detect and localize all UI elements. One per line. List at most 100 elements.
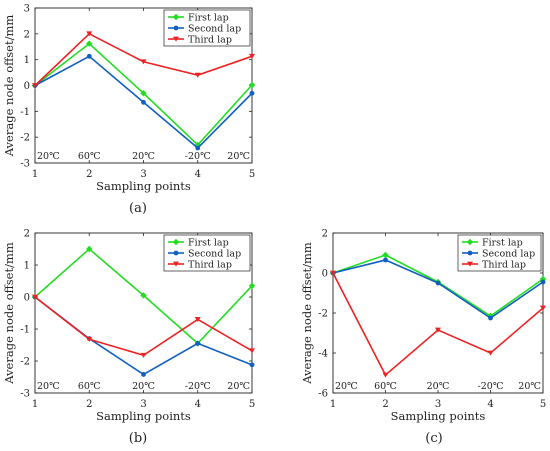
legend-label: Third lap [188,34,232,45]
data-point [32,294,38,300]
temperature-label: 20℃ [132,381,155,392]
data-point [32,83,38,89]
data-point [487,350,494,356]
x-tick-label: 1 [330,399,336,410]
legend-marker [467,250,473,256]
temperature-label: 60℃ [78,151,101,162]
x-tick-label: 4 [195,399,201,410]
data-point [540,279,546,285]
x-tick-label: 2 [382,399,388,410]
legend-marker [467,261,473,267]
data-point [140,59,147,65]
legend-label: Second lap [482,248,535,259]
temperature-label: 20℃ [227,381,250,392]
temperature-label: 20℃ [37,381,60,392]
data-point [86,53,92,59]
data-point [249,362,255,368]
data-point [194,317,201,322]
y-tick-label: -2 [318,309,328,320]
x-tick-label: 3 [435,399,441,410]
temperature-label: -20℃ [478,381,504,392]
x-tick-label: 5 [249,169,255,180]
series-3 [32,294,255,358]
temperature-label: 20℃ [518,381,541,392]
x-tick-label: 4 [487,399,493,410]
y-axis-label: Average node offset/mm [300,242,314,385]
data-point [194,72,201,78]
x-tick-label: 1 [32,169,38,180]
x-tick-label: 3 [140,399,146,410]
data-point [140,90,147,97]
legend-label: First lap [188,237,229,248]
series-2 [32,53,255,151]
data-point [86,245,93,253]
data-point [86,31,93,37]
data-point [383,257,388,263]
temperature-label: 20℃ [427,381,450,392]
data-point [248,282,256,289]
data-point [141,372,146,377]
y-tick-label: -2 [20,133,30,144]
y-tick-label: 2 [322,229,328,240]
data-point [141,99,146,105]
legend-label: Third lap [188,259,232,270]
data-point [248,81,256,89]
temperature-label: 20℃ [132,151,155,162]
legend-marker [173,261,179,267]
temperature-label: -20℃ [185,381,211,392]
legend-marker [173,25,179,31]
panel-caption: (c) [425,431,442,446]
y-tick-label: 2 [24,29,30,40]
legend-marker [172,238,180,246]
legend-label: Second lap [188,23,241,34]
legend-marker [466,238,474,246]
panel-caption: (b) [129,431,147,446]
data-point [140,352,147,358]
y-tick-label: -1 [20,107,30,118]
x-axis-label: Sampling points [96,179,191,193]
temperature-label: 20℃ [335,381,358,392]
y-axis-label: Average node offset/mm [2,15,16,158]
legend-label: Second lap [188,248,241,259]
data-point [382,251,389,259]
y-tick-label: -1 [20,325,30,336]
panel-caption: (a) [129,201,147,216]
data-point [330,270,336,276]
x-tick-label: 4 [195,169,201,180]
legend-marker [173,36,179,42]
y-tick-label: -2 [20,357,30,368]
legend-marker [172,13,180,21]
series-line [34,296,253,376]
series-line [34,296,253,357]
data-point [195,145,201,151]
temperature-label: 60℃ [374,381,397,392]
series-3 [330,270,546,378]
temperature-label: 20℃ [227,151,250,162]
x-tick-label: 2 [86,169,92,180]
y-tick-label: -6 [318,389,328,400]
data-point [540,305,546,311]
data-point [382,372,389,378]
y-tick-label: 1 [24,261,30,272]
x-axis-label: Sampling points [391,409,486,423]
data-point [195,341,201,346]
y-tick-label: 0 [24,81,30,92]
series-3 [32,31,255,89]
x-tick-label: 3 [140,169,146,180]
y-tick-label: 1 [24,55,30,66]
chart-panel-2: 1 2 3 4 5 -3 -2 -1 0 1 2 Sampling points Average nod… [2,229,256,446]
legend-marker [173,250,179,256]
x-tick-label: 2 [86,399,92,410]
data-point [249,53,255,59]
legend-label: First lap [188,12,229,23]
data-point [86,40,93,47]
x-axis-label: Sampling points [96,409,191,423]
x-tick-label: 5 [249,399,255,410]
data-point [249,348,255,354]
data-point [140,292,147,299]
